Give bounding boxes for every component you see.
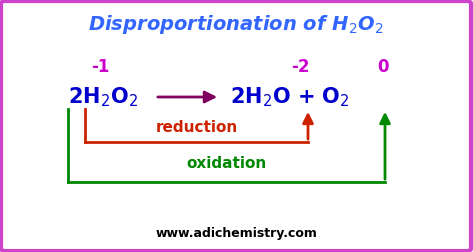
Text: -1: -1 — [91, 58, 109, 76]
Text: oxidation: oxidation — [186, 156, 267, 172]
Text: 0: 0 — [377, 58, 389, 76]
Text: 2H$_2$O$_2$: 2H$_2$O$_2$ — [68, 85, 138, 109]
Text: www.adichemistry.com: www.adichemistry.com — [155, 228, 317, 240]
Text: 2H$_2$O + O$_2$: 2H$_2$O + O$_2$ — [230, 85, 350, 109]
Text: -2: -2 — [291, 58, 309, 76]
Text: reduction: reduction — [155, 120, 237, 136]
Text: Disproportionation of H$_2$O$_2$: Disproportionation of H$_2$O$_2$ — [88, 13, 384, 36]
